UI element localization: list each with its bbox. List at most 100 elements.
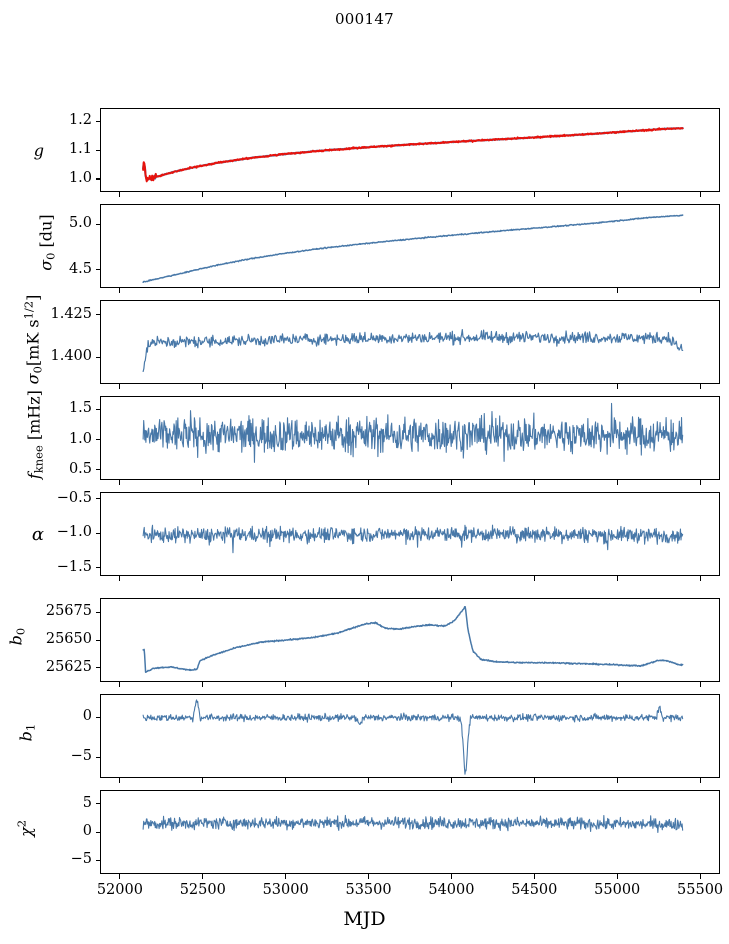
x-tick-label: 53000 bbox=[262, 882, 309, 898]
y-tick-label: −5 bbox=[70, 851, 92, 868]
y-tick-mark bbox=[95, 756, 101, 758]
x-tick-mark bbox=[202, 874, 204, 879]
panel-chi2 bbox=[100, 790, 720, 874]
y-tick-mark bbox=[95, 803, 101, 805]
x-tick-mark bbox=[285, 874, 287, 879]
x-tick-mark bbox=[533, 480, 535, 485]
x-tick-mark bbox=[285, 288, 287, 293]
y-tick-mark bbox=[95, 408, 101, 410]
x-tick-mark bbox=[450, 576, 453, 581]
x-axis-title: MJD bbox=[343, 908, 386, 930]
x-tick-mark bbox=[450, 384, 453, 389]
y-tick-mark bbox=[95, 439, 101, 441]
y-tick-mark bbox=[95, 831, 101, 833]
x-tick-mark bbox=[368, 384, 370, 389]
x-tick-mark bbox=[285, 576, 287, 581]
x-tick-mark bbox=[119, 192, 121, 197]
y-tick-mark bbox=[95, 149, 101, 151]
x-tick-mark bbox=[450, 192, 453, 197]
y-tick-mark bbox=[95, 178, 101, 180]
x-tick-mark bbox=[699, 480, 701, 485]
x-tick-mark bbox=[533, 384, 535, 389]
y-tick-mark bbox=[95, 120, 101, 122]
y-tick-label: 1.425 bbox=[50, 305, 92, 322]
x-tick-label: 52500 bbox=[179, 882, 226, 898]
x-tick-mark bbox=[616, 288, 618, 293]
x-tick-mark bbox=[616, 778, 618, 783]
x-tick-mark bbox=[119, 874, 121, 879]
y-tick-mark bbox=[95, 498, 101, 500]
x-tick-mark bbox=[202, 576, 204, 581]
y-tick-label: −1.0 bbox=[56, 524, 92, 541]
x-tick-mark bbox=[285, 682, 287, 687]
x-tick-mark bbox=[616, 384, 618, 389]
x-tick-mark bbox=[202, 778, 204, 783]
y-tick-label: 0 bbox=[82, 823, 92, 839]
y-tick-label: 1.2 bbox=[68, 112, 92, 129]
y-tick-label: 4.5 bbox=[68, 260, 92, 277]
y-tick-mark bbox=[95, 223, 101, 225]
x-tick-mark bbox=[699, 682, 701, 687]
y-tick-mark bbox=[95, 469, 101, 471]
y-tick-label: 25650 bbox=[45, 631, 92, 647]
y-tick-label: 1.0 bbox=[68, 169, 92, 186]
x-tick-mark bbox=[119, 384, 121, 389]
y-tick-mark bbox=[95, 567, 101, 569]
y-tick-label: −1.5 bbox=[56, 558, 92, 575]
panel-sigma0-mk bbox=[100, 300, 720, 384]
x-tick-label: 55500 bbox=[677, 882, 724, 898]
x-tick-mark bbox=[616, 874, 618, 879]
x-tick-mark bbox=[285, 192, 287, 197]
x-tick-mark bbox=[533, 192, 535, 197]
x-tick-mark bbox=[119, 288, 121, 293]
x-tick-label: 53500 bbox=[345, 882, 392, 898]
x-tick-mark bbox=[533, 576, 535, 581]
y-tick-label: 5.0 bbox=[68, 215, 92, 232]
y-tick-label: 1.400 bbox=[50, 348, 92, 365]
x-tick-mark bbox=[450, 288, 453, 293]
y-tick-mark bbox=[95, 314, 101, 316]
x-tick-mark bbox=[699, 874, 701, 879]
x-tick-mark bbox=[119, 480, 121, 485]
x-tick-label: 52000 bbox=[96, 882, 143, 898]
panel-sigma0-du bbox=[100, 204, 720, 288]
x-tick-mark bbox=[368, 480, 370, 485]
y-tick-label: 1.1 bbox=[68, 141, 92, 157]
x-tick-mark bbox=[533, 682, 535, 687]
y-tick-label: 1.0 bbox=[68, 430, 92, 447]
x-tick-mark bbox=[202, 192, 204, 197]
x-tick-label: 54000 bbox=[428, 882, 475, 898]
y-tick-label: −0.5 bbox=[56, 489, 92, 506]
panel-alpha bbox=[100, 492, 720, 576]
y-tick-mark bbox=[95, 611, 101, 613]
x-tick-mark bbox=[699, 576, 701, 581]
y-tick-mark bbox=[95, 356, 101, 359]
y-tick-label: 25675 bbox=[45, 603, 92, 620]
figure-title: 000147 bbox=[334, 10, 395, 28]
x-tick-mark bbox=[699, 778, 701, 783]
x-tick-mark bbox=[119, 778, 121, 783]
y-tick-mark bbox=[95, 859, 101, 861]
x-tick-mark bbox=[202, 480, 204, 485]
y-tick-mark bbox=[95, 269, 101, 271]
x-tick-mark bbox=[368, 874, 370, 879]
y-tick-label: 0.5 bbox=[68, 460, 92, 477]
x-tick-mark bbox=[450, 874, 453, 879]
panel-b1 bbox=[100, 694, 720, 778]
x-tick-mark bbox=[450, 682, 453, 687]
x-tick-mark bbox=[616, 682, 618, 687]
x-tick-label: 54500 bbox=[511, 882, 558, 898]
x-tick-mark bbox=[368, 682, 370, 687]
x-tick-mark bbox=[616, 480, 618, 485]
panel-gain-ylabel: g bbox=[33, 141, 44, 160]
x-tick-mark bbox=[616, 576, 618, 581]
x-tick-mark bbox=[699, 384, 701, 389]
x-tick-mark bbox=[119, 576, 121, 581]
x-tick-mark bbox=[202, 384, 204, 389]
panel-gain bbox=[100, 108, 720, 192]
x-tick-mark bbox=[450, 480, 453, 485]
y-tick-mark bbox=[95, 716, 101, 718]
y-tick-mark bbox=[95, 667, 101, 669]
y-tick-label: 5 bbox=[82, 794, 92, 811]
